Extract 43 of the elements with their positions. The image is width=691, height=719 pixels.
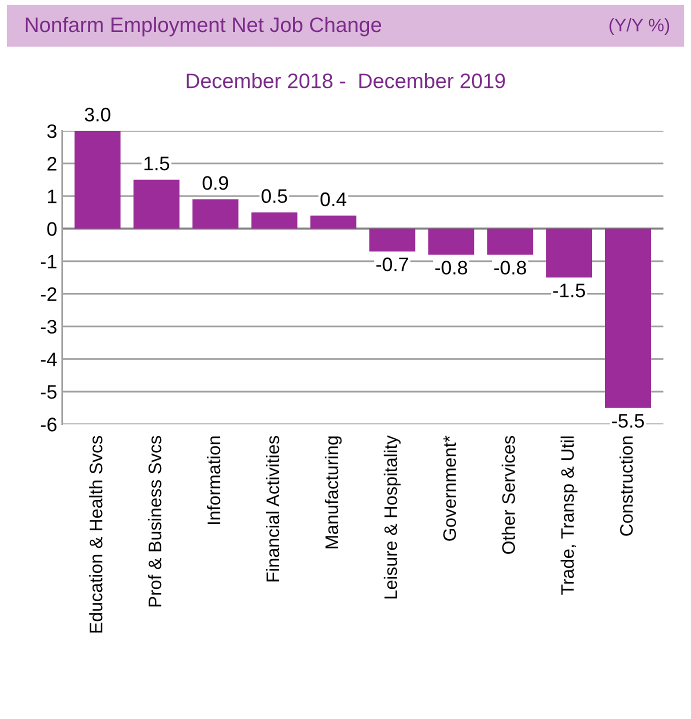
data-label: 3.0 xyxy=(84,108,110,122)
y-tick-label: -1 xyxy=(40,254,56,268)
chart-subtitle: December 2018 - December 2019 xyxy=(186,72,505,88)
bar xyxy=(251,212,298,229)
y-tick-label: -6 xyxy=(40,418,56,432)
bar xyxy=(428,228,474,255)
bar xyxy=(546,228,592,278)
data-label: -5.5 xyxy=(612,414,644,428)
bar xyxy=(74,130,121,229)
data-label: 0.5 xyxy=(262,189,288,203)
bar xyxy=(487,228,534,255)
x-tick-label: Leisure & Hospitality xyxy=(384,435,401,598)
x-tick-label: Information xyxy=(207,436,220,524)
bar xyxy=(310,216,356,229)
y-tick-label: 0 xyxy=(47,222,57,236)
data-label: 0.4 xyxy=(320,192,346,206)
y-tick-label: 3 xyxy=(47,124,56,138)
data-label: 0.9 xyxy=(202,176,228,190)
y-tick-label: 2 xyxy=(47,156,56,170)
data-label: -1.5 xyxy=(553,284,585,298)
text: (Y/Y %) xyxy=(610,18,670,36)
x-tick-label: Government* xyxy=(443,436,456,541)
data-label: -0.8 xyxy=(494,260,526,275)
x-tick-label: Other Services xyxy=(502,436,515,554)
data-label: -0.8 xyxy=(435,260,468,275)
bar xyxy=(134,180,180,229)
bar xyxy=(369,228,416,252)
chart-title: Nonfarm Employment Net Job Change xyxy=(26,16,382,36)
x-tick-label: Financial Activities xyxy=(266,436,280,582)
x-tick-label: Trade, Transp & Util xyxy=(560,436,578,595)
x-tick-label: Manufacturing xyxy=(324,436,342,548)
x-tick-label: Education & Health Svcs xyxy=(89,436,102,633)
y-tick-label: -5 xyxy=(40,385,57,399)
bar xyxy=(605,228,651,408)
bar xyxy=(192,199,238,229)
x-tick-label: Construction xyxy=(620,436,633,536)
x-tick-label: Prof & Business Svcs xyxy=(148,436,162,606)
y-tick-label: -3 xyxy=(40,320,56,334)
y-tick-label: -4 xyxy=(40,352,57,366)
data-label: 1.5 xyxy=(144,156,170,170)
data-label: -0.7 xyxy=(376,258,408,272)
y-tick-label: -2 xyxy=(40,287,56,301)
y-tick-label: 1 xyxy=(48,190,56,204)
